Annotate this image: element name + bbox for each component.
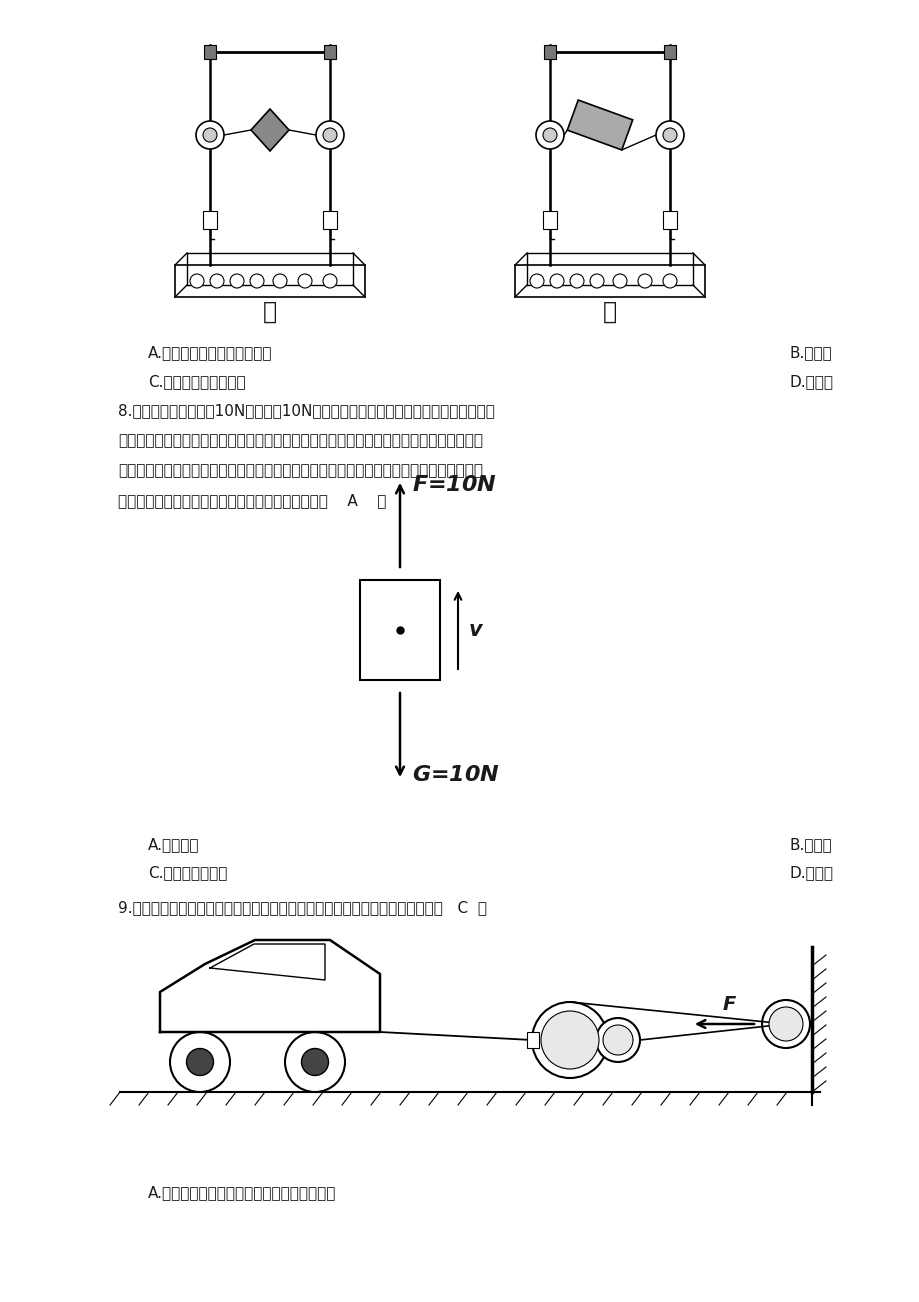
Circle shape xyxy=(203,128,217,142)
Circle shape xyxy=(323,128,336,142)
Circle shape xyxy=(612,273,627,288)
Circle shape xyxy=(540,1010,598,1069)
Text: 说：因为物体做匀速直线运动，且物体仅受重力和拉力的作用，所以重力和拉力是一对平衡: 说：因为物体做匀速直线运动，且物体仅受重力和拉力的作用，所以重力和拉力是一对平衡 xyxy=(118,434,482,448)
Circle shape xyxy=(602,1025,632,1055)
Text: 上，所以重力和拉力是一对平衡力，则两人的说法（    A    ）: 上，所以重力和拉力是一对平衡力，则两人的说法（ A ） xyxy=(118,493,386,508)
Circle shape xyxy=(210,273,223,288)
Circle shape xyxy=(637,273,652,288)
Bar xyxy=(527,1032,539,1048)
Circle shape xyxy=(663,273,676,288)
Text: D.　都不: D. 都不 xyxy=(789,865,834,880)
Circle shape xyxy=(550,273,563,288)
Circle shape xyxy=(196,121,223,148)
Circle shape xyxy=(187,1048,213,1075)
Text: $\bfit{F}$: $\bfit{F}$ xyxy=(721,995,736,1013)
Bar xyxy=(664,46,675,59)
Bar xyxy=(542,211,556,229)
Text: A.　车对地面的压力与车的重力是一对平衡力: A. 车对地面的压力与车的重力是一对平衡力 xyxy=(148,1185,336,1200)
Circle shape xyxy=(190,273,204,288)
Circle shape xyxy=(323,273,336,288)
Text: A.　都正确: A. 都正确 xyxy=(148,837,199,852)
Circle shape xyxy=(761,1000,809,1048)
Text: $\bfit{F}$=10N: $\bfit{F}$=10N xyxy=(412,475,496,495)
Circle shape xyxy=(273,273,287,288)
Polygon shape xyxy=(251,109,289,151)
Circle shape xyxy=(298,273,312,288)
Bar xyxy=(175,266,365,297)
Circle shape xyxy=(315,121,344,148)
Text: 力；小明说：因为同一物体受到的重力和拉力大小相等、方向相反，并且作用在同一条直线: 力；小明说：因为同一物体受到的重力和拉力大小相等、方向相反，并且作用在同一条直线 xyxy=(118,464,482,478)
Bar xyxy=(203,211,217,229)
Circle shape xyxy=(285,1032,345,1092)
Text: $\bfit{G}$=10N: $\bfit{G}$=10N xyxy=(412,766,500,785)
Circle shape xyxy=(663,128,676,142)
Text: 8.　如图所示，一个重10N的物体在10N竖直向上的拉力作用下做匀速直线运动。小红: 8. 如图所示，一个重10N的物体在10N竖直向上的拉力作用下做匀速直线运动。小… xyxy=(118,404,494,418)
Circle shape xyxy=(542,128,556,142)
Text: 9.　在野外用滑轮组拉越野车脱困时的情景如图所示，有关力的分析正确的是（   C  ）: 9. 在野外用滑轮组拉越野车脱困时的情景如图所示，有关力的分析正确的是（ C ） xyxy=(118,900,486,915)
Bar xyxy=(359,579,439,680)
Text: B.　只有: B. 只有 xyxy=(789,837,832,852)
Bar xyxy=(515,266,704,297)
Circle shape xyxy=(531,1003,607,1078)
Text: D.　力的: D. 力的 xyxy=(789,374,834,389)
Circle shape xyxy=(230,273,244,288)
Bar xyxy=(323,211,336,229)
Circle shape xyxy=(250,273,264,288)
Text: 乙: 乙 xyxy=(602,299,617,324)
Circle shape xyxy=(596,1018,640,1062)
Bar xyxy=(663,211,676,229)
Bar xyxy=(204,46,216,59)
Text: 甲: 甲 xyxy=(263,299,277,324)
Circle shape xyxy=(170,1032,230,1092)
Text: C.　力的方向是否相反: C. 力的方向是否相反 xyxy=(148,374,245,389)
Circle shape xyxy=(589,273,604,288)
Bar xyxy=(543,46,555,59)
Circle shape xyxy=(570,273,584,288)
Polygon shape xyxy=(567,100,632,150)
Circle shape xyxy=(301,1048,328,1075)
Text: A.　力是否作用在同一直线上: A. 力是否作用在同一直线上 xyxy=(148,345,272,359)
Text: C.　只有小红正确: C. 只有小红正确 xyxy=(148,865,227,880)
Circle shape xyxy=(536,121,563,148)
Text: $\bfit{v}$: $\bfit{v}$ xyxy=(468,620,483,641)
Circle shape xyxy=(655,121,683,148)
Circle shape xyxy=(529,273,543,288)
Bar xyxy=(323,46,335,59)
Text: B.　力是: B. 力是 xyxy=(789,345,832,359)
Circle shape xyxy=(768,1006,802,1042)
